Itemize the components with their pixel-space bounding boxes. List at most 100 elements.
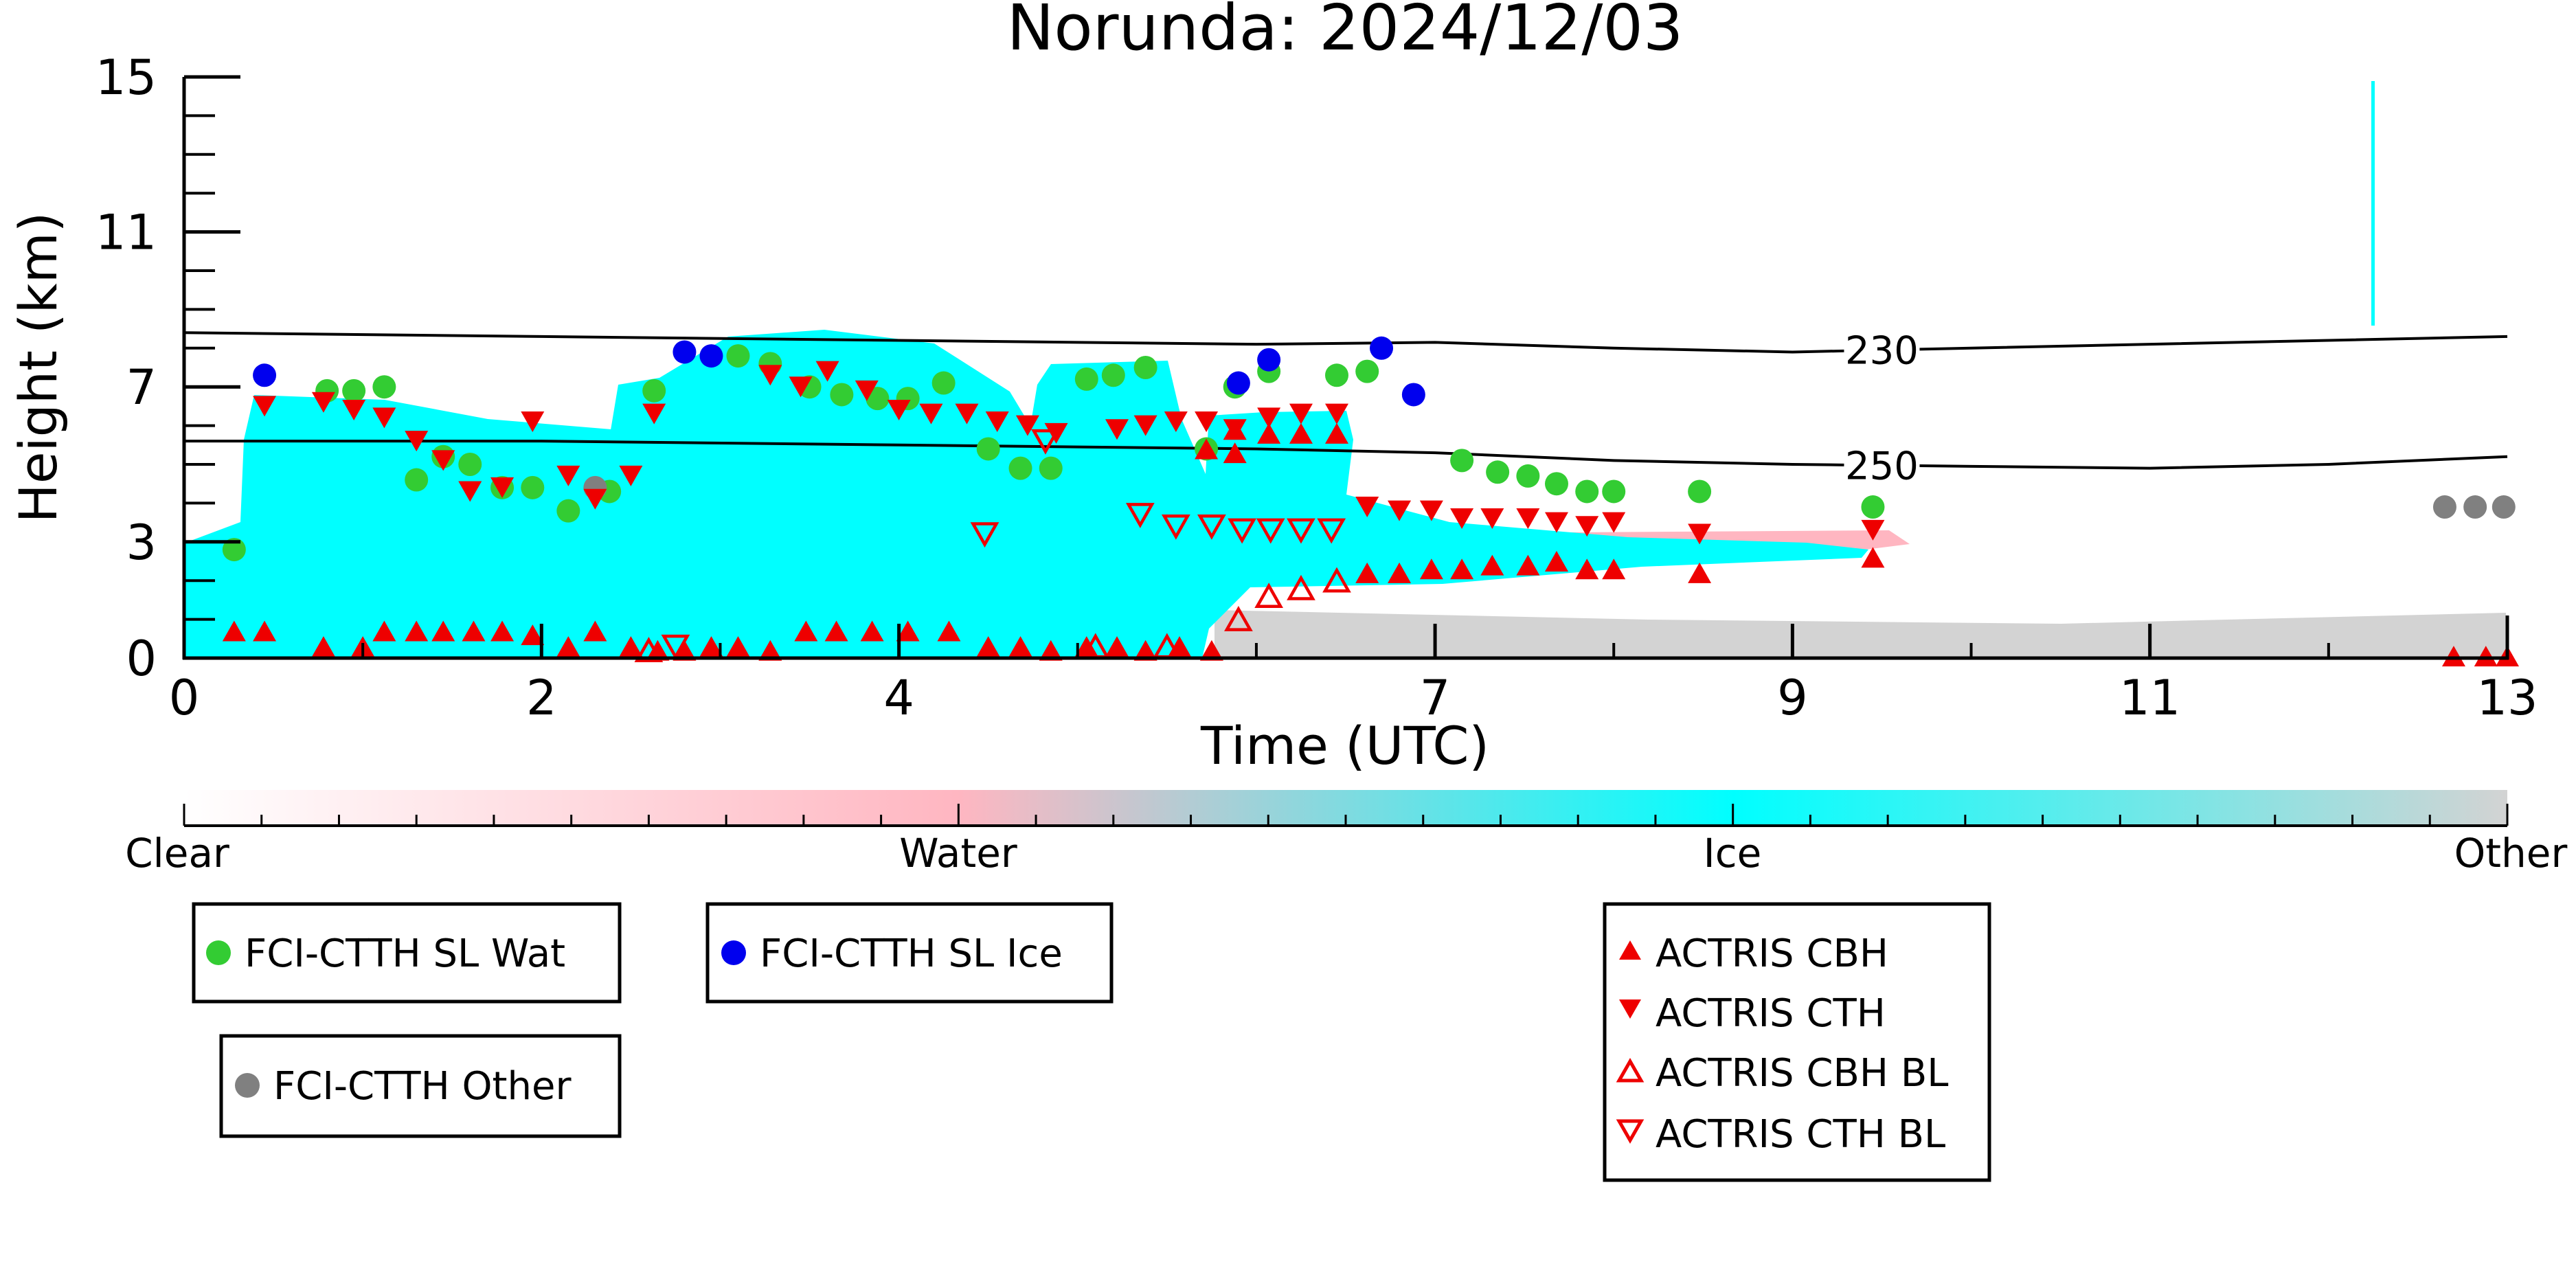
x-axis: 0 2 4 7 9 11 13 xyxy=(169,624,2538,726)
marker-actris-cbh-bl xyxy=(1322,567,1351,593)
marker-actris-cbh xyxy=(1199,640,1223,661)
legend-label-cth-bl: ACTRIS CTH BL xyxy=(1656,1112,1945,1157)
marker-fci-ctth-sl-wat xyxy=(1039,456,1063,480)
marker-actris-cbh xyxy=(619,636,643,657)
marker-actris-cth xyxy=(1388,500,1412,521)
marker-actris-cth xyxy=(1133,415,1157,436)
y-tick-label: 0 xyxy=(126,631,157,687)
marker-fci-ctth-sl-wat xyxy=(1324,363,1348,387)
y-tick-label: 3 xyxy=(126,515,157,571)
marker-actris-cbh xyxy=(1355,562,1379,583)
marker-actris-cbh xyxy=(646,640,670,661)
marker-fci-ctth-sl-wat xyxy=(372,375,396,399)
marker-actris-cth xyxy=(1688,523,1712,545)
x-axis-label: Time (UTC) xyxy=(1200,715,1489,776)
contour-line xyxy=(1919,335,2508,351)
marker-actris-cbh xyxy=(253,620,277,642)
marker-fci-ctth-sl-wat xyxy=(866,387,890,411)
legend-marker-cbh xyxy=(1619,940,1641,960)
marker-actris-cth xyxy=(311,392,335,413)
marker-actris-cbh xyxy=(1516,554,1540,576)
legend-sl-ice: FCI-CTTH SL Ice xyxy=(705,902,1114,1004)
marker-actris-cbh xyxy=(1688,562,1712,583)
marker-fci-ctth-sl-wat xyxy=(342,379,366,403)
colorbar-label-ice: Ice xyxy=(1704,830,1762,877)
marker-actris-cth xyxy=(1015,415,1039,436)
marker-actris-cbh xyxy=(1168,636,1192,657)
marker-fci-ctth-sl-wat xyxy=(1544,472,1568,496)
legend-label-cbh: ACTRIS CBH xyxy=(1656,931,1888,976)
marker-actris-cbh xyxy=(794,620,818,642)
marker-actris-cth-bl xyxy=(1317,518,1346,544)
marker-fci-ctth-sl-wat xyxy=(1355,359,1379,383)
legend-actris: ACTRIS CBH ACTRIS CTH ACTRIS CBH BL ACTR… xyxy=(1603,902,1991,1182)
marker-actris-cth xyxy=(1861,519,1885,541)
marker-actris-cbh xyxy=(824,620,848,642)
marker-fci-ctth-sl-ice xyxy=(1370,336,1394,360)
contour-label: 250 xyxy=(1845,444,1919,488)
marker-fci-ctth-sl-ice xyxy=(673,340,697,364)
marker-actris-cbh-bl xyxy=(1254,583,1283,609)
contour-line xyxy=(184,440,1844,466)
marker-actris-cth-bl xyxy=(1287,518,1315,544)
y-tick-label: 7 xyxy=(126,359,157,416)
marker-fci-ctth-sl-wat xyxy=(1450,449,1474,473)
y-tick-label: 11 xyxy=(95,205,157,261)
marker-actris-cbh xyxy=(583,620,607,642)
marker-fci-ctth-sl-wat xyxy=(1575,479,1599,504)
legend-label-sl-ice: FCI-CTTH SL Ice xyxy=(760,931,1063,976)
x-tick-label: 9 xyxy=(1777,670,1808,726)
marker-actris-cbh xyxy=(1575,558,1599,580)
marker-actris-cbh xyxy=(1544,551,1568,572)
marker-actris-cbh xyxy=(896,620,920,642)
legend-label-cbh-bl: ACTRIS CBH BL xyxy=(1656,1051,1948,1096)
marker-actris-cth xyxy=(1223,419,1247,440)
data-markers xyxy=(222,336,2519,667)
marker-actris-cth xyxy=(1480,508,1504,529)
legend-marker-cbh-bl xyxy=(1616,1057,1645,1083)
marker-actris-cbh xyxy=(937,620,961,642)
marker-actris-cth xyxy=(758,365,782,386)
temperature-contours: 230 250 xyxy=(183,329,2508,488)
marker-actris-cth xyxy=(1602,512,1626,533)
marker-actris-cth-bl xyxy=(1228,518,1256,544)
marker-actris-cbh xyxy=(1480,554,1504,576)
marker-actris-cth xyxy=(887,400,911,421)
colorbar-label-other: Other xyxy=(2454,830,2568,877)
marker-fci-ctth-sl-ice xyxy=(1257,348,1281,372)
legend-label-cth: ACTRIS CTH xyxy=(1656,991,1886,1036)
marker-fci-ctth-sl-wat xyxy=(931,371,956,395)
marker-actris-cbh xyxy=(1861,547,1885,568)
marker-fci-ctth-sl-ice xyxy=(699,344,723,368)
y-tick-label: 15 xyxy=(95,49,157,106)
marker-actris-cth xyxy=(815,361,839,382)
marker-actris-cth-bl xyxy=(1161,514,1190,540)
marker-fci-ctth-sl-wat xyxy=(1688,479,1712,504)
marker-actris-cbh xyxy=(556,636,580,657)
marker-fci-ctth-sl-wat xyxy=(830,383,854,407)
marker-actris-cth-bl xyxy=(1256,518,1285,544)
marker-actris-cth xyxy=(583,488,607,510)
other-class-region xyxy=(1214,610,2506,658)
marker-fci-ctth-sl-wat xyxy=(642,379,666,403)
marker-actris-cth xyxy=(253,396,277,417)
marker-fci-ctth-sl-wat xyxy=(1133,356,1157,379)
colorbar-label-clear: Clear xyxy=(125,830,229,877)
marker-actris-cth xyxy=(1450,508,1474,529)
marker-actris-cth xyxy=(1289,403,1313,425)
marker-actris-cth xyxy=(619,465,643,486)
marker-actris-cbh xyxy=(1105,636,1129,657)
y-axis-label: Height (km) xyxy=(8,212,69,523)
marker-actris-cth xyxy=(1419,500,1443,521)
marker-actris-cth xyxy=(642,403,666,425)
legend-marker-sl-wat xyxy=(206,940,231,965)
marker-actris-cth xyxy=(458,481,482,502)
marker-actris-cbh xyxy=(1074,636,1098,657)
marker-actris-cth xyxy=(1575,516,1599,537)
marker-actris-cbh xyxy=(490,620,515,642)
marker-fci-ctth-sl-wat xyxy=(556,499,580,523)
marker-actris-cbh xyxy=(1195,438,1219,460)
marker-fci-ctth-sl-wat xyxy=(1008,456,1032,480)
marker-actris-cth xyxy=(1105,419,1129,440)
legend-marker-cth xyxy=(1619,999,1641,1019)
